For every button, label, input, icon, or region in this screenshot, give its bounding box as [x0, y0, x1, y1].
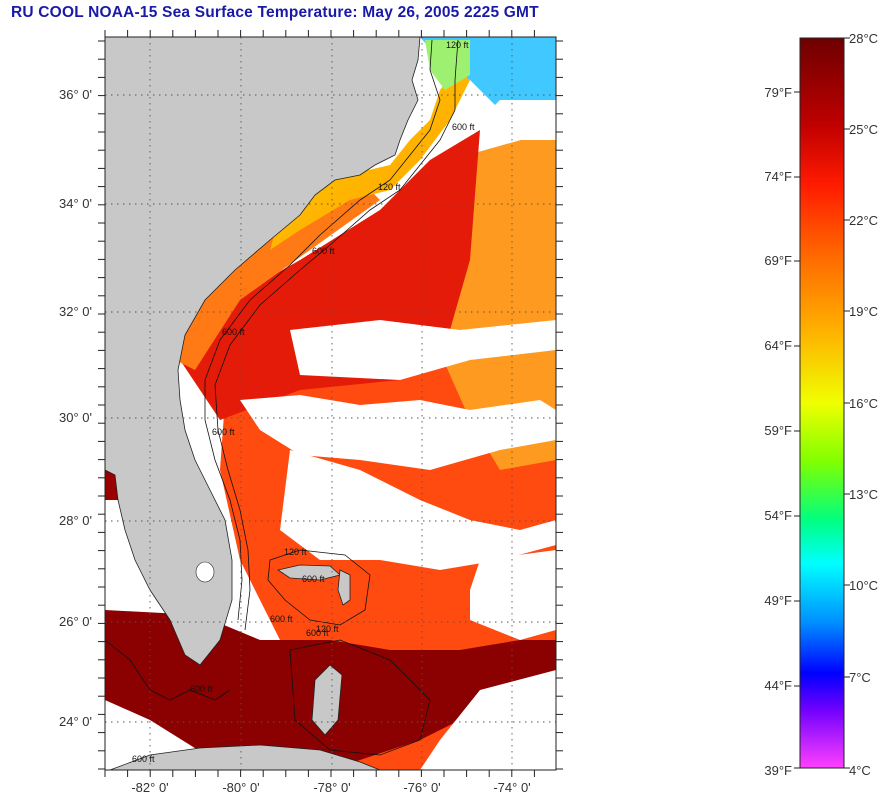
lat-label: 30° 0' — [59, 410, 92, 425]
land-lake-okeechobee — [195, 561, 215, 583]
cloud-band-2 — [240, 395, 556, 470]
graticule — [105, 37, 556, 770]
depth-labels: 120 ft 600 ft 120 ft 600 ft 600 ft 600 f… — [132, 40, 475, 764]
celsius-label: 16°C — [849, 396, 878, 411]
map-content — [105, 37, 556, 770]
celsius-label: 22°C — [849, 213, 878, 228]
depth-label: 600 ft — [306, 628, 329, 638]
depth-label: 120 ft — [446, 40, 469, 50]
fahrenheit-label: 79°F — [764, 85, 792, 100]
fahrenheit-label: 64°F — [764, 338, 792, 353]
land-cuba — [109, 744, 381, 770]
colorbar — [799, 37, 845, 769]
map-title: RU COOL NOAA-15 Sea Surface Temperature:… — [11, 4, 539, 21]
cloud-band-3 — [280, 450, 556, 570]
fahrenheit-label: 59°F — [764, 423, 792, 438]
lat-label: 36° 0' — [59, 87, 92, 102]
colorbar-ticks — [794, 37, 850, 769]
fahrenheit-label: 49°F — [764, 593, 792, 608]
fahrenheit-label: 69°F — [764, 253, 792, 268]
cloud-band-4 — [480, 100, 556, 140]
depth-label: 600 ft — [452, 122, 475, 132]
depth-label: 600 ft — [312, 246, 335, 256]
depth-label: 600 ft — [302, 574, 325, 584]
depth-label: 600 ft — [212, 427, 235, 437]
fahrenheit-label: 54°F — [764, 508, 792, 523]
celsius-label: 13°C — [849, 487, 878, 502]
colorbar-celsius-labels: 28°C 25°C 22°C 19°C 16°C 13°C 10°C 7°C 4… — [849, 31, 878, 778]
contour-600ft-east-coast — [214, 39, 459, 631]
axis-ticks — [98, 30, 563, 777]
depth-label: 600 ft — [190, 684, 213, 694]
lon-label: -74° 0' — [493, 780, 530, 795]
longitude-labels: -82° 0' -80° 0' -78° 0' -76° 0' -74° 0' — [131, 780, 530, 795]
contour-great-bahama-bank — [289, 639, 431, 756]
celsius-label: 4°C — [849, 763, 871, 778]
celsius-label: 28°C — [849, 31, 878, 46]
lat-label: 28° 0' — [59, 513, 92, 528]
depth-label: 120 ft — [316, 624, 339, 634]
depth-label: 600 ft — [222, 327, 245, 337]
fahrenheit-label: 39°F — [764, 763, 792, 778]
land-us-mainland — [105, 37, 421, 666]
latitude-labels: 36° 0' 34° 0' 32° 0' 30° 0' 28° 0' 26° 0… — [59, 87, 92, 729]
depth-label: 120 ft — [284, 547, 307, 557]
celsius-label: 7°C — [849, 670, 871, 685]
depth-label: 600 ft — [270, 614, 293, 624]
lon-label: -76° 0' — [403, 780, 440, 795]
fahrenheit-label: 74°F — [764, 169, 792, 184]
contour-120ft-east-coast — [204, 39, 441, 621]
depth-label: 120 ft — [378, 182, 401, 192]
lat-label: 32° 0' — [59, 304, 92, 319]
contour-florida-west — [105, 639, 231, 701]
lon-label: -78° 0' — [313, 780, 350, 795]
land-abaco — [337, 569, 351, 606]
cloud-band-8 — [420, 670, 556, 770]
lat-label: 24° 0' — [59, 714, 92, 729]
ocean-sst-coastal-yellow — [270, 70, 470, 250]
cloud-band-6 — [470, 550, 556, 640]
celsius-label: 10°C — [849, 578, 878, 593]
lat-label: 26° 0' — [59, 614, 92, 629]
colorbar-fahrenheit-labels: 79°F 74°F 69°F 64°F 59°F 54°F 49°F 44°F … — [764, 85, 792, 778]
depth-label: 600 ft — [132, 754, 155, 764]
ocean-sst-north-green — [425, 40, 470, 90]
celsius-label: 25°C — [849, 122, 878, 137]
lat-label: 34° 0' — [59, 196, 92, 211]
contour-bahama-bank — [267, 549, 371, 626]
lon-label: -82° 0' — [131, 780, 168, 795]
cloud-band-1 — [290, 320, 556, 380]
fahrenheit-label: 44°F — [764, 678, 792, 693]
land-andros — [311, 664, 343, 736]
lon-label: -80° 0' — [222, 780, 259, 795]
celsius-label: 19°C — [849, 304, 878, 319]
